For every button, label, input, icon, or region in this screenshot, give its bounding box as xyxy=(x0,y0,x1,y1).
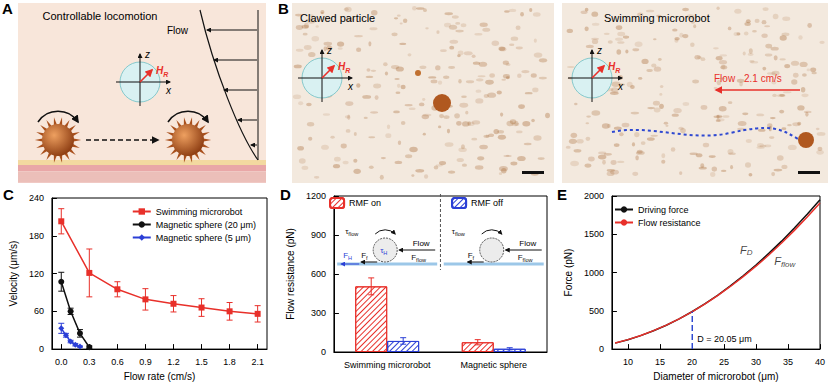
svg-text:2.1 cm/s: 2.1 cm/s xyxy=(744,73,782,84)
svg-text:F: F xyxy=(740,243,747,256)
svg-text:120: 120 xyxy=(29,269,44,279)
svg-text:900: 900 xyxy=(311,230,326,240)
svg-text:Magnetic sphere: Magnetic sphere xyxy=(460,360,527,370)
svg-text:flow: flow xyxy=(781,260,796,269)
svg-text:1.2: 1.2 xyxy=(167,357,180,367)
svg-text:FH: FH xyxy=(343,251,352,261)
svg-text:600: 600 xyxy=(311,269,326,279)
svg-text:0.6: 0.6 xyxy=(111,357,124,367)
svg-text:x: x xyxy=(347,81,354,92)
svg-text:0: 0 xyxy=(321,347,326,357)
svg-text:Ff: Ff xyxy=(361,251,368,261)
svg-text:Fflow: Fflow xyxy=(411,253,427,263)
svg-text:60: 60 xyxy=(34,306,44,316)
svg-text:300: 300 xyxy=(311,308,326,318)
svg-text:τflow: τflow xyxy=(452,227,466,237)
svg-text:Swimming microrobot: Swimming microrobot xyxy=(156,207,243,217)
svg-text:35: 35 xyxy=(783,357,793,367)
svg-text:E: E xyxy=(557,186,567,203)
svg-text:15: 15 xyxy=(655,357,665,367)
svg-text:Velocity (μm/s): Velocity (μm/s) xyxy=(8,241,19,307)
svg-text:F: F xyxy=(774,255,781,268)
svg-text:Fflow: Fflow xyxy=(518,253,534,263)
svg-text:x: x xyxy=(617,81,624,92)
svg-text:500: 500 xyxy=(589,306,604,316)
svg-text:A: A xyxy=(2,0,13,17)
svg-text:HR: HR xyxy=(156,65,168,78)
svg-text:Flow: Flow xyxy=(519,239,536,248)
svg-text:x: x xyxy=(165,85,172,96)
svg-text:Ff: Ff xyxy=(468,251,475,261)
svg-text:0.9: 0.9 xyxy=(139,357,152,367)
svg-text:Driving force: Driving force xyxy=(638,205,689,215)
svg-text:τH: τH xyxy=(380,246,387,256)
svg-text:Swimming microrobot: Swimming microrobot xyxy=(604,12,710,24)
svg-text:z: z xyxy=(144,49,150,60)
svg-text:Controllable locomotion: Controllable locomotion xyxy=(43,10,158,22)
svg-text:Clawed particle: Clawed particle xyxy=(300,12,375,24)
svg-text:Magnetic sphere (5 μm): Magnetic sphere (5 μm) xyxy=(156,233,251,243)
svg-text:2.1: 2.1 xyxy=(251,357,264,367)
svg-text:z: z xyxy=(326,45,332,56)
svg-text:40: 40 xyxy=(815,357,825,367)
svg-text:Flow resistance (pN): Flow resistance (pN) xyxy=(285,228,296,320)
svg-text:HR: HR xyxy=(608,61,620,74)
svg-text:180: 180 xyxy=(29,231,44,241)
svg-text:Swimming microrobot: Swimming microrobot xyxy=(344,360,431,370)
svg-text:HR: HR xyxy=(338,61,350,74)
svg-text:B: B xyxy=(278,0,289,17)
svg-text:1.8: 1.8 xyxy=(223,357,236,367)
svg-text:0: 0 xyxy=(599,344,604,354)
svg-text:Flow: Flow xyxy=(413,239,430,248)
svg-text:25: 25 xyxy=(719,357,729,367)
svg-text:0.0: 0.0 xyxy=(55,357,68,367)
svg-text:C: C xyxy=(3,186,14,203)
svg-text:Force (pN): Force (pN) xyxy=(563,249,574,297)
svg-text:τflow: τflow xyxy=(345,227,359,237)
svg-text:10: 10 xyxy=(623,357,633,367)
svg-text:D = 20.05 μm: D = 20.05 μm xyxy=(697,334,751,344)
svg-text:z: z xyxy=(596,45,602,56)
svg-text:0: 0 xyxy=(39,344,44,354)
svg-text:D: D xyxy=(280,186,291,203)
svg-text:1000: 1000 xyxy=(584,268,604,278)
svg-text:20: 20 xyxy=(687,357,697,367)
svg-text:RMF on: RMF on xyxy=(349,198,381,208)
svg-text:1.5: 1.5 xyxy=(195,357,208,367)
svg-text:RMF off: RMF off xyxy=(471,198,503,208)
svg-text:Flow: Flow xyxy=(167,25,189,36)
svg-text:D: D xyxy=(747,248,753,257)
svg-text:Magnetic sphere (20 μm): Magnetic sphere (20 μm) xyxy=(156,220,256,230)
svg-text:1200: 1200 xyxy=(306,191,326,201)
svg-text:30: 30 xyxy=(751,357,761,367)
svg-text:0.3: 0.3 xyxy=(83,357,96,367)
svg-text:Flow resistance: Flow resistance xyxy=(638,218,701,228)
svg-text:Flow rate (cm/s): Flow rate (cm/s) xyxy=(124,371,196,382)
svg-text:Flow: Flow xyxy=(714,73,736,84)
svg-text:2000: 2000 xyxy=(584,191,604,201)
svg-text:1500: 1500 xyxy=(584,229,604,239)
svg-text:Diameter of microrobot (μm): Diameter of microrobot (μm) xyxy=(653,371,778,382)
svg-text:240: 240 xyxy=(29,193,44,203)
